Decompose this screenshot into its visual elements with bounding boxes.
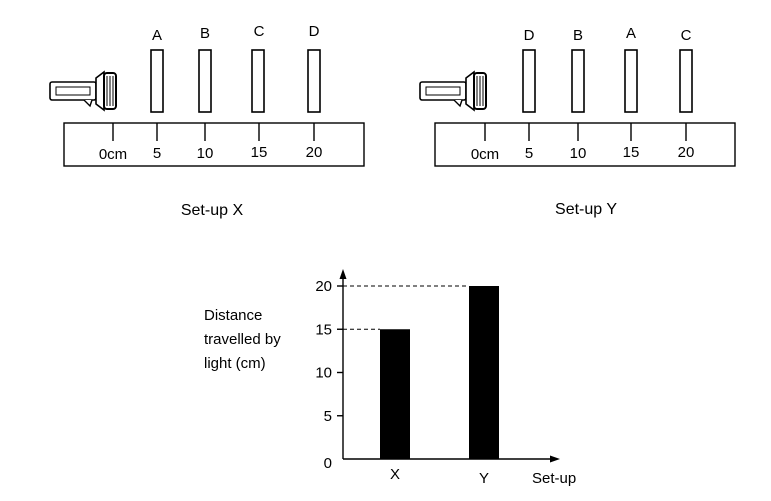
ruler-y-tick-10: 10 xyxy=(570,145,587,162)
card-y-4 xyxy=(679,49,693,113)
x-tick-label: X xyxy=(390,466,400,483)
ruler-x-tick-0: 0cm xyxy=(99,146,127,163)
bar-x xyxy=(380,329,410,459)
ruler-y-tick-15: 15 xyxy=(623,144,640,161)
ruler-y-tick-20: 20 xyxy=(678,144,695,161)
torch-icon xyxy=(49,70,117,112)
card-y-label-1: D xyxy=(524,27,535,44)
y-tick-label: 5 xyxy=(324,408,332,425)
y-tick-label: 20 xyxy=(315,278,332,295)
card-x-4 xyxy=(307,49,321,113)
ruler-y-tick-0: 0cm xyxy=(471,146,499,163)
card-y-label-2: B xyxy=(573,27,583,44)
ruler-x-tick-10: 10 xyxy=(197,145,214,162)
chart-xlabel: Set-up xyxy=(532,470,576,487)
chart-ylabel-line-1: Distance xyxy=(204,307,262,324)
bar-chart: Distance travelled by light (cm) Set-up … xyxy=(204,269,576,487)
setup-y-caption: Set-up Y xyxy=(555,201,617,218)
x-tick-label: Y xyxy=(479,470,489,487)
setup-y: D B A C 0cm 5 10 15 20 Set-up Y xyxy=(419,25,736,218)
card-y-3 xyxy=(624,49,638,113)
card-x-label-4: D xyxy=(309,23,320,40)
card-y-label-4: C xyxy=(681,27,692,44)
card-x-1 xyxy=(150,49,164,113)
card-y-1 xyxy=(522,49,536,113)
y-tick-label: 10 xyxy=(315,365,332,382)
card-y-2 xyxy=(571,49,585,113)
setup-x-caption: Set-up X xyxy=(181,202,244,219)
chart-ylabel-line-2: travelled by xyxy=(204,331,281,348)
x-axis-arrow-icon xyxy=(550,455,560,463)
bar-y xyxy=(469,286,499,459)
card-y-label-3: A xyxy=(626,25,636,42)
setup-x: A B C D 0cm 5 10 15 20 Set-up X xyxy=(49,23,365,219)
y-tick-label: 15 xyxy=(315,321,332,338)
torch-icon xyxy=(419,70,487,112)
card-x-2 xyxy=(198,49,212,113)
ruler-x-tick-15: 15 xyxy=(251,144,268,161)
y-tick-label: 0 xyxy=(324,455,332,472)
chart-ylabel-line-3: light (cm) xyxy=(204,355,266,372)
y-axis-arrow-icon xyxy=(339,269,347,279)
ruler-x-tick-20: 20 xyxy=(306,144,323,161)
ruler-y-tick-5: 5 xyxy=(525,145,533,162)
card-x-3 xyxy=(251,49,265,113)
card-x-label-1: A xyxy=(152,27,162,44)
card-x-label-2: B xyxy=(200,25,210,42)
ruler-x-tick-5: 5 xyxy=(153,145,161,162)
card-x-label-3: C xyxy=(254,23,265,40)
